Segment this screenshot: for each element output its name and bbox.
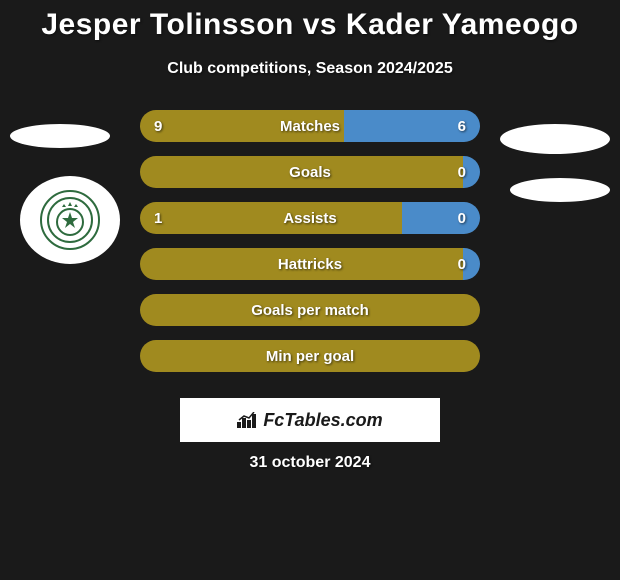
stat-row: Goals per match	[140, 294, 480, 326]
stat-row: Hattricks0	[140, 248, 480, 280]
stat-row: Min per goal	[140, 340, 480, 372]
bar-right	[344, 110, 480, 142]
bar-left	[140, 202, 402, 234]
bar-right	[463, 156, 480, 188]
club-crest-icon	[46, 196, 94, 244]
bar-left	[140, 340, 480, 372]
bar-left	[140, 248, 463, 280]
subtitle: Club competitions, Season 2024/2025	[0, 60, 620, 78]
fctables-logo[interactable]: FcTables.com	[180, 398, 440, 442]
decor-oval-top-left	[10, 124, 110, 148]
bar-left	[140, 294, 480, 326]
decor-oval-mid-right	[510, 178, 610, 202]
stat-row: Matches96	[140, 110, 480, 142]
stat-row: Assists10	[140, 202, 480, 234]
bar-right	[402, 202, 480, 234]
club-badge-inner	[40, 190, 100, 250]
club-badge-left	[20, 176, 120, 264]
date-text: 31 october 2024	[0, 454, 620, 472]
page-title: Jesper Tolinsson vs Kader Yameogo	[0, 0, 620, 42]
stat-row: Goals0	[140, 156, 480, 188]
fctables-logo-text: FcTables.com	[263, 410, 382, 431]
bar-right	[463, 248, 480, 280]
bar-left	[140, 110, 344, 142]
fctables-chart-icon	[237, 412, 257, 428]
bar-left	[140, 156, 463, 188]
decor-oval-top-right	[500, 124, 610, 154]
